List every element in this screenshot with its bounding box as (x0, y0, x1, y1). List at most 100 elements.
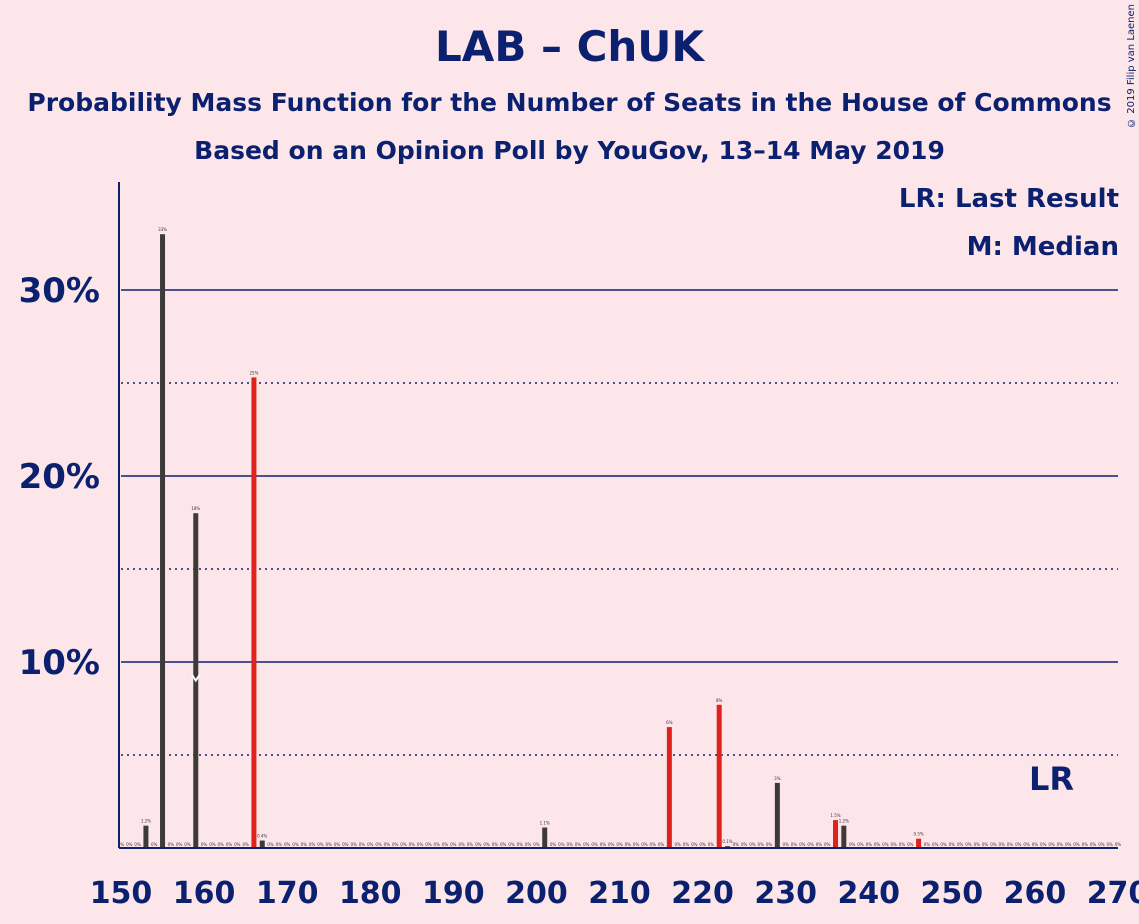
zero-data-label: 0% (758, 842, 765, 847)
zero-data-label: 0% (201, 842, 208, 847)
zero-data-label: 0% (134, 842, 141, 847)
bar-data-label: 1.5% (830, 813, 840, 818)
zero-data-label: 0% (226, 842, 233, 847)
zero-data-label: 0% (384, 842, 391, 847)
zero-data-label: 0% (342, 842, 349, 847)
zero-data-label: 0% (733, 842, 740, 847)
zero-data-label: 0% (359, 842, 366, 847)
legend-median: M: Median (966, 232, 1119, 262)
zero-data-label: 0% (1032, 842, 1039, 847)
bar-data-label: 25% (249, 370, 258, 375)
zero-data-label: 0% (375, 842, 382, 847)
zero-data-label: 0% (741, 842, 748, 847)
zero-data-label: 0% (1007, 842, 1014, 847)
zero-data-label: 0% (1082, 842, 1089, 847)
zero-data-label: 0% (434, 842, 441, 847)
zero-data-label: 0% (633, 842, 640, 847)
zero-data-label: 0% (1073, 842, 1080, 847)
zero-data-label: 0% (151, 842, 158, 847)
zero-data-label: 0% (458, 842, 465, 847)
zero-data-label: 0% (301, 842, 308, 847)
zero-data-label: 0% (924, 842, 931, 847)
x-tick-label: 180 (339, 876, 402, 911)
zero-data-label: 0% (533, 842, 540, 847)
zero-data-label: 0% (467, 842, 474, 847)
zero-data-label: 0% (425, 842, 432, 847)
x-tick-label: 230 (754, 876, 817, 911)
zero-data-label: 0% (417, 842, 424, 847)
zero-data-label: 0% (118, 842, 125, 847)
bar-data-label: 3% (774, 776, 781, 781)
zero-data-label: 0% (691, 842, 698, 847)
zero-data-label: 0% (1098, 842, 1105, 847)
zero-data-label: 0% (367, 842, 374, 847)
zero-data-label: 0% (1048, 842, 1055, 847)
x-tick-label: 160 (173, 876, 236, 911)
zero-data-label: 0% (292, 842, 299, 847)
x-tick-label: 250 (921, 876, 984, 911)
zero-data-label: 0% (957, 842, 964, 847)
zero-data-label: 0% (683, 842, 690, 847)
zero-data-label: 0% (284, 842, 291, 847)
zero-data-label: 0% (1107, 842, 1114, 847)
bar-seat-201 (542, 827, 548, 848)
zero-data-label: 0% (558, 842, 565, 847)
x-tick-label: 240 (837, 876, 900, 911)
bar-data-label: 6% (666, 720, 673, 725)
zero-data-label: 0% (508, 842, 515, 847)
zero-data-label: 0% (583, 842, 590, 847)
zero-data-label: 0% (782, 842, 789, 847)
zero-data-label: 0% (699, 842, 706, 847)
bar-data-label: 1.2% (141, 819, 151, 824)
zero-data-label: 0% (350, 842, 357, 847)
zero-data-label: 0% (483, 842, 490, 847)
zero-data-label: 0% (1040, 842, 1047, 847)
bar-data-label: 18% (191, 506, 200, 511)
zero-data-label: 0% (641, 842, 648, 847)
bar-data-label: 8% (716, 698, 723, 703)
zero-data-label: 0% (267, 842, 274, 847)
bar-data-label: 1.2% (839, 819, 849, 824)
zero-data-label: 0% (517, 842, 524, 847)
median-marker (190, 674, 201, 683)
zero-data-label: 0% (525, 842, 532, 847)
bar-seat-216 (666, 727, 672, 848)
zero-data-label: 0% (749, 842, 756, 847)
zero-data-label: 0% (674, 842, 681, 847)
zero-data-label: 0% (658, 842, 665, 847)
zero-data-label: 0% (791, 842, 798, 847)
zero-data-label: 0% (309, 842, 316, 847)
zero-data-label: 0% (849, 842, 856, 847)
x-tick-label: 220 (671, 876, 734, 911)
zero-data-label: 0% (184, 842, 191, 847)
y-tick-label: 10% (19, 643, 100, 683)
bar-seat-167 (259, 840, 265, 848)
zero-data-label: 0% (608, 842, 615, 847)
zero-data-label: 0% (1015, 842, 1022, 847)
zero-data-label: 0% (708, 842, 715, 847)
bar-seat-222 (716, 704, 722, 848)
y-tick-label: 30% (19, 271, 100, 311)
zero-data-label: 0% (176, 842, 183, 847)
bar-data-label: 0.5% (914, 832, 924, 837)
zero-data-label: 0% (982, 842, 989, 847)
chart-source: Based on an Opinion Poll by YouGov, 13–1… (194, 136, 945, 165)
bar-data-label: 1.1% (540, 821, 550, 826)
zero-data-label: 0% (126, 842, 133, 847)
zero-data-label: 0% (940, 842, 947, 847)
zero-data-label: 0% (625, 842, 632, 847)
zero-data-label: 0% (234, 842, 241, 847)
zero-data-label: 0% (882, 842, 889, 847)
zero-data-label: 0% (766, 842, 773, 847)
x-tick-label: 200 (505, 876, 568, 911)
zero-data-label: 0% (1023, 842, 1030, 847)
zero-data-label: 0% (999, 842, 1006, 847)
bar-seat-236 (833, 820, 839, 848)
zero-data-label: 0% (857, 842, 864, 847)
x-tick-label: 270 (1087, 876, 1139, 911)
x-tick-label: 170 (256, 876, 319, 911)
zero-data-label: 0% (799, 842, 806, 847)
bar-seat-155 (160, 234, 166, 848)
bar-seat-166 (251, 377, 257, 848)
zero-data-label: 0% (575, 842, 582, 847)
